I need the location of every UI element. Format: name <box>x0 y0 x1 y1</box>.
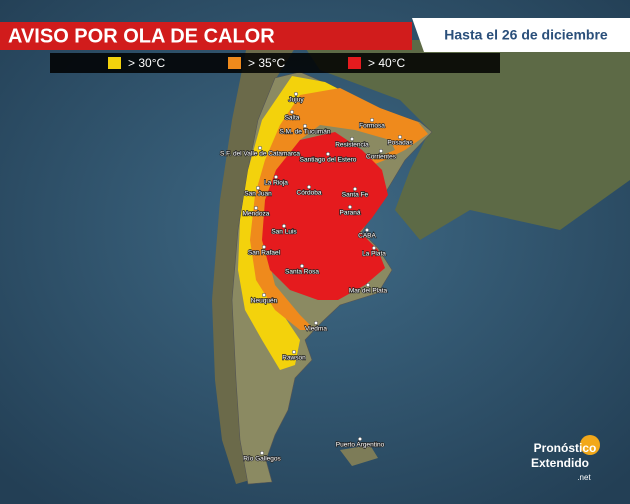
legend-bar <box>50 53 500 73</box>
city-dot <box>364 227 370 233</box>
city-dot <box>261 292 267 298</box>
city-dot <box>371 245 377 251</box>
city-label: Santiago del Estero <box>300 157 357 164</box>
legend-swatch <box>348 57 361 69</box>
logo-sun <box>580 435 600 455</box>
logo-line2: Extendido <box>531 456 589 470</box>
zone-40 <box>262 132 388 300</box>
legend-swatch <box>108 57 121 69</box>
city-label: San Rafael <box>248 250 281 257</box>
title: AVISO POR OLA DE CALOR <box>8 25 275 47</box>
legend-label: > 30°C <box>128 56 165 70</box>
city-dot <box>293 91 299 97</box>
city-label: Paraná <box>340 210 361 217</box>
city-dot <box>299 263 305 269</box>
city-label: Puerto Argentino <box>336 442 385 449</box>
city-dot <box>365 282 371 288</box>
city-dot <box>273 174 279 180</box>
city-label: S.F. del Valle de Catamarca <box>220 151 300 158</box>
city-label: Posadas <box>387 140 413 147</box>
city-dot <box>253 205 259 211</box>
city-label: Formosa <box>359 123 385 130</box>
city-label: San Luis <box>271 229 297 236</box>
city-dot <box>306 184 312 190</box>
city-label: S.M. de Tucumán <box>280 129 331 136</box>
city-dot <box>349 136 355 142</box>
city-dot <box>257 145 263 151</box>
city-label: Rawson <box>282 355 306 362</box>
city-label: Corrientes <box>366 154 397 161</box>
city-label: San Juan <box>244 191 272 198</box>
city-label: Santa Fe <box>342 192 369 199</box>
city-label: La Rioja <box>264 180 288 187</box>
title-bar <box>0 22 412 50</box>
city-label: La Plata <box>362 251 386 258</box>
city-dot <box>281 223 287 229</box>
city-label: Salta <box>285 115 300 122</box>
neighbor-land <box>300 40 630 240</box>
city-label: Santa Rosa <box>285 269 319 276</box>
legend-label: > 35°C <box>248 56 285 70</box>
city-dot <box>378 148 384 154</box>
city-label: CABA <box>358 233 376 240</box>
city-label: Neuquén <box>251 298 278 305</box>
chile <box>212 40 300 484</box>
city-dot <box>289 109 295 115</box>
city-dot <box>352 186 358 192</box>
city-dot <box>347 204 353 210</box>
city-dot <box>369 117 375 123</box>
city-label: Mar del Plata <box>349 288 388 295</box>
city-dot <box>261 244 267 250</box>
city-dot <box>255 185 261 191</box>
city-dot <box>397 134 403 140</box>
city-dot <box>302 123 308 129</box>
legend-swatch <box>228 57 241 69</box>
legend-label: > 40°C <box>368 56 405 70</box>
city-dot <box>313 320 319 326</box>
city-label: Mendoza <box>243 211 270 218</box>
city-dot <box>259 450 265 456</box>
logo-line1: Pronóstico <box>534 441 597 455</box>
city-dot <box>291 349 297 355</box>
city-label: Río Gallegos <box>243 456 281 463</box>
city-label: Viedma <box>305 326 327 333</box>
islands <box>340 445 378 466</box>
city-label: Córdoba <box>297 190 322 197</box>
logo-suffix: .net <box>577 473 591 482</box>
city-dot <box>357 436 363 442</box>
city-label: Resistencia <box>335 142 369 149</box>
city-label: Jujuy <box>288 97 304 104</box>
subtitle-bar <box>412 18 630 52</box>
city-dot <box>325 151 331 157</box>
subtitle: Hasta el 26 de diciembre <box>444 27 608 43</box>
